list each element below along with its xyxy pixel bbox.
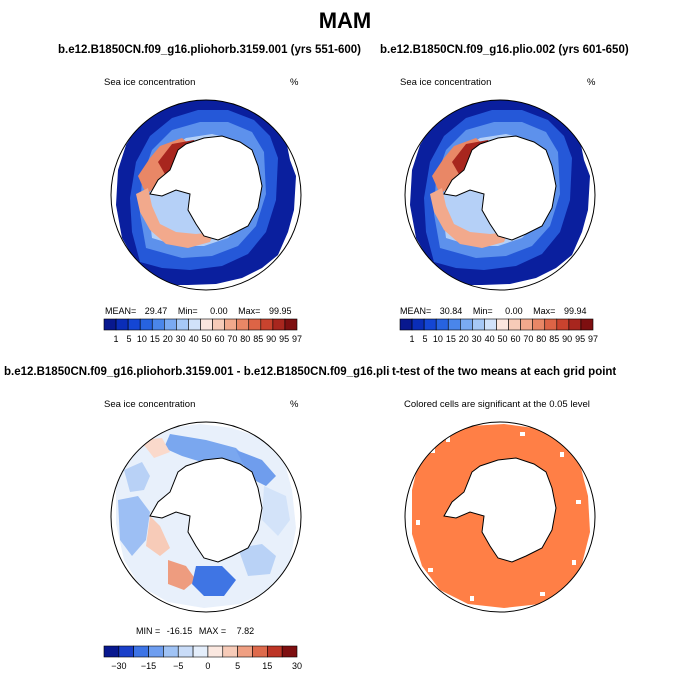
colorbar-tick-label: 90 — [562, 334, 572, 344]
colorbar-swatch — [580, 318, 594, 331]
panel-2-min-label: Min= — [472, 306, 493, 316]
colorbar-tick-label: 95 — [575, 334, 585, 344]
colorbar-tick-label: 60 — [214, 334, 224, 344]
panel-4-title: t-test of the two means at each grid poi… — [392, 366, 617, 378]
colorbar-tick-label: 15 — [150, 334, 160, 344]
colorbar-tick-label: 40 — [485, 334, 495, 344]
colorbar-tick-label: 5 — [235, 661, 240, 671]
colorbar-tick-label: 30 — [292, 661, 302, 671]
panel-3-antarctica-outline — [149, 457, 263, 563]
colorbar-tick-label: 60 — [510, 334, 520, 344]
colorbar-tick-label: 85 — [253, 334, 263, 344]
colorbar-tick-label: 95 — [279, 334, 289, 344]
colorbar-tick-label: 5 — [126, 334, 131, 344]
colorbar-tick-label: 15 — [446, 334, 456, 344]
panel-1-mean-label: MEAN= — [105, 306, 137, 316]
panel-2-antarctica-outline — [443, 135, 557, 241]
panel-1-min-label: Min= — [177, 306, 198, 316]
panel-4-note: Colored cells are significant at the 0.0… — [404, 399, 590, 410]
colorbar-tick-label: 70 — [227, 334, 237, 344]
panel-3-variable-label: Sea ice concentration — [104, 399, 196, 410]
panel-2-map-boundary — [404, 99, 596, 291]
colorbar-tick-label: 20 — [163, 334, 173, 344]
panel-2-title: b.e12.B1850CN.f09_g16.plio.002 (yrs 601-… — [380, 44, 629, 56]
colorbar-tick-label: −5 — [173, 661, 183, 671]
panel-1-antarctica-outline — [149, 135, 263, 241]
panel-1-variable-label: Sea ice concentration — [104, 77, 196, 88]
panel-1-max-label: Max= — [238, 306, 261, 316]
panel-1-max-value: 99.95 — [268, 306, 292, 316]
colorbar-tick-label: 90 — [266, 334, 276, 344]
panel-4-antarctica-outline — [443, 457, 557, 563]
colorbar-tick-label: 70 — [523, 334, 533, 344]
colorbar-tick-label: 1 — [114, 334, 119, 344]
colorbar-tick-label: 97 — [588, 334, 598, 344]
panel-1-min-value: 0.00 — [210, 306, 228, 316]
colorbar-tick-label: 97 — [292, 334, 302, 344]
colorbar-tick-label: 40 — [189, 334, 199, 344]
panel-1-title: b.e12.B1850CN.f09_g16.pliohorb.3159.001 … — [58, 44, 361, 56]
colorbar-tick-label: 85 — [549, 334, 559, 344]
panel-2-units-label: % — [587, 77, 596, 88]
panel-1-stats: MEAN= 29.47 Min= 0.00 Max= 99.95 — [105, 306, 291, 316]
panel-3-units-label: % — [290, 399, 299, 410]
figure-title: MAM — [318, 8, 372, 33]
panel-3-min-label: MIN = — [136, 626, 161, 636]
colorbar-tick-label: 15 — [262, 661, 272, 671]
panel-3-map-boundary — [110, 421, 302, 613]
colorbar-tick-label: 1 — [410, 334, 415, 344]
colorbar-tick-label: 20 — [459, 334, 469, 344]
colorbar-tick-label: 10 — [433, 334, 443, 344]
panel-2-variable-label: Sea ice concentration — [400, 77, 492, 88]
panel-2-mean-label: MEAN= — [400, 306, 432, 316]
colorbar-tick-label: 30 — [472, 334, 482, 344]
panel-3-stats: MIN = -16.15 MAX = 7.82 — [136, 626, 254, 636]
colorbar-tick-label: −15 — [141, 661, 156, 671]
panel-2-max-value: 99.94 — [563, 306, 587, 316]
colorbar-swatch — [281, 645, 298, 658]
panel-1-mean-value: 29.47 — [144, 306, 168, 316]
colorbar-tick-label: 5 — [422, 334, 427, 344]
panel-2-stats: MEAN= 30.84 Min= 0.00 Max= 99.94 — [400, 306, 586, 316]
colorbar-tick-label: 80 — [240, 334, 250, 344]
panel-4-map-boundary — [404, 421, 596, 613]
panel-3-max-value: 7.82 — [236, 626, 255, 636]
panel-3-title: b.e12.B1850CN.f09_g16.pliohorb.3159.001 … — [4, 366, 390, 378]
colorbar-tick-label: −30 — [111, 661, 126, 671]
panel-1-units-label: % — [290, 77, 299, 88]
panel-1-map-boundary — [110, 99, 302, 291]
colorbar-tick-label: 0 — [205, 661, 210, 671]
colorbar-tick-label: 30 — [176, 334, 186, 344]
colorbar-tick-label: 50 — [498, 334, 508, 344]
panel-3-max-label: MAX = — [198, 626, 227, 636]
colorbar-tick-label: 10 — [137, 334, 147, 344]
panel-3-min-value: -16.15 — [166, 626, 193, 636]
panel-2-max-label: Max= — [533, 306, 556, 316]
colorbar-tick-label: 80 — [536, 334, 546, 344]
colorbar-swatch — [284, 318, 298, 331]
colorbar-tick-label: 50 — [202, 334, 212, 344]
panel-2-mean-value: 30.84 — [439, 306, 463, 316]
panel-2-min-value: 0.00 — [505, 306, 523, 316]
